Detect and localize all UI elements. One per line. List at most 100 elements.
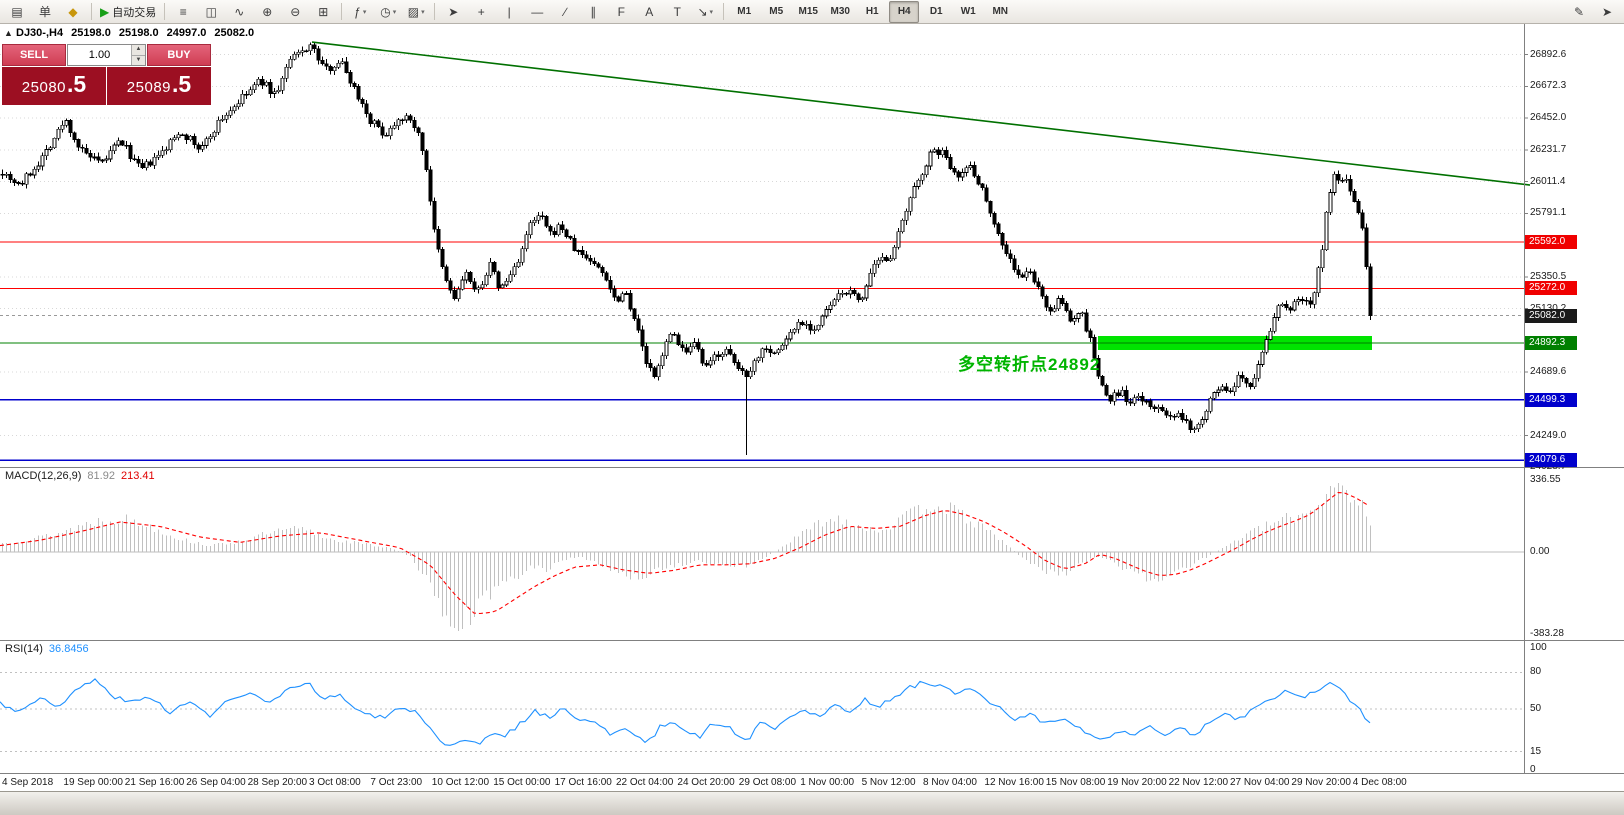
time-axis-label: 3 Oct 08:00 [309,777,361,788]
price-axis-label: 26452.0 [1530,112,1567,124]
time-axis-label: 19 Sep 00:00 [63,777,123,788]
rsi-value: 36.8456 [48,643,89,655]
macd-axis-label: -383.28 [1530,628,1564,640]
autotrading-button[interactable]: ▶ 自动交易 [97,1,159,23]
volume-up-button[interactable]: ▲ [132,45,145,55]
template-icon[interactable]: ▨ ▾ [403,1,429,23]
buy-button[interactable]: BUY [147,44,211,66]
rsi-name: RSI(14) [5,643,43,655]
timeframe-d1[interactable]: D1 [929,6,943,17]
time-axis-label: 24 Oct 20:00 [677,777,735,788]
cursor-icon[interactable]: ➤ [440,1,466,23]
rsi-axis-label: 15 [1530,745,1542,757]
candlestick-chart-icon-glyph: ◫ [205,4,217,19]
symbol-label: DJ30-,H4 [16,27,64,39]
buy-price-main: 25089 [126,79,172,96]
toolbar-separator [341,3,343,20]
edit-icon-glyph: ✎ [1573,4,1585,19]
timeframe-h1[interactable]: H1 [865,6,879,17]
time-axis-label: 28 Sep 20:00 [247,777,308,788]
price-axis-label: 25791.1 [1530,207,1567,219]
fibonacci-icon-glyph: F [617,4,625,19]
price-badge-24499.3: 24499.3 [1525,392,1577,407]
channel-icon-glyph: ∥ [590,4,597,19]
macd-value-signal: 213.41 [120,470,155,482]
time-axis-label: 29 Oct 08:00 [738,777,797,788]
indicators-icon-dropdown[interactable]: ▾ [362,8,367,16]
volume-input[interactable] [68,45,131,65]
autotrading-button-glyph: ▶ [100,4,110,19]
period-icon-dropdown[interactable]: ▾ [392,8,397,16]
line-chart-icon[interactable]: ∿ [226,1,252,23]
profile-icon[interactable]: ◆ [60,1,86,23]
window-bottom-bar [0,791,1624,815]
toolbar: ▤ 单 ◆ ▶ 自动交易 ≡ ◫ ∿ ⊕ ⊖ ⊞ ƒ ▾ ◷ ▾ ▨ ▾ ➤ + | — ∕ ∥ F A T ↘ ▾ M1 M5 M15 M3… [0,0,1624,24]
time-axis-label: 17 Oct 16:00 [554,777,612,788]
rsi-panel-resize-handle[interactable] [0,637,1624,644]
arrows-icon-dropdown[interactable]: ▾ [709,8,714,16]
time-axis-label: 10 Oct 12:00 [431,777,490,788]
time-axis-label: 5 Nov 12:00 [861,777,916,788]
toolbar-separator [723,3,725,20]
toolbar-separator [91,3,92,20]
vertical-line-icon[interactable]: | [496,1,522,23]
timeframe-m5[interactable]: M5 [769,6,784,17]
macd-axis-label: 336.55 [1530,473,1561,485]
time-axis-label: 4 Dec 08:00 [1352,777,1407,788]
time-axis-label: 7 Oct 23:00 [370,777,423,788]
edit-icon[interactable]: ✎ [1566,1,1592,23]
zoom-out-icon[interactable]: ⊖ [282,1,308,23]
timeframe-m15[interactable]: M15 [798,6,818,17]
text-icon[interactable]: A [636,1,662,23]
toolbar-separator [434,3,436,20]
sell-button[interactable]: SELL [2,44,66,66]
horizontal-line-icon-glyph: — [531,4,544,19]
timeframe-h4[interactable]: H4 [889,0,920,23]
line-chart-icon-glyph: ∿ [234,4,245,19]
label-icon[interactable]: T [664,1,690,23]
time-axis-label: 27 Nov 04:00 [1230,777,1290,788]
macd-label: MACD(12,26,9) 81.92 213.41 [5,470,155,482]
price-badge-25082.0: 25082.0 [1525,308,1577,323]
sell-price-main: 25080 [21,79,67,96]
ohlc-open: 25198.0 [71,27,111,39]
rsi-label: RSI(14) 36.8456 [5,643,89,655]
macd-panel-resize-handle[interactable] [0,464,1624,471]
price-axis-label: 25130.2 [1530,303,1566,314]
price-axis-label: 25350.5 [1530,270,1567,282]
fibonacci-icon[interactable]: F [608,1,634,23]
buy-price-button[interactable]: 25089.5 [107,67,211,105]
buy-price-frac: .5 [172,71,192,97]
price-axis-label: 24249.0 [1530,429,1567,441]
trendline-icon[interactable]: ∕ [552,1,578,23]
volume-down-button[interactable]: ▼ [132,54,145,65]
period-icon[interactable]: ◷ ▾ [375,1,401,23]
order-label[interactable]: 单 [32,1,58,23]
timeframe-m30[interactable]: M30 [830,6,850,17]
volume-stepper: ▲ ▼ [67,44,146,66]
timeframe-w1[interactable]: W1 [960,6,976,17]
arrows-icon[interactable]: ↘ ▾ [692,1,718,23]
horizontal-line-icon[interactable]: — [524,1,550,23]
new-order-icon[interactable]: ▤ [4,1,30,23]
price-axis-label: 26011.4 [1530,175,1566,187]
toolbar-separator [164,3,166,20]
zoom-in-icon[interactable]: ⊕ [254,1,280,23]
vertical-line-icon-glyph: | [507,4,511,19]
timeframe-mn[interactable]: MN [992,6,1009,17]
channel-icon[interactable]: ∥ [580,1,606,23]
time-axis-label: 19 Nov 20:00 [1107,777,1167,788]
candlestick-chart-icon[interactable]: ◫ [198,1,224,23]
one-click-collapse-icon[interactable]: ▲ [4,28,13,38]
indicators-icon[interactable]: ƒ ▾ [347,1,373,23]
sell-price-button[interactable]: 25080.5 [2,67,106,105]
rsi-axis-label: 100 [1530,642,1547,653]
timeframe-m1[interactable]: M1 [737,6,752,17]
time-axis-label: 4 Sep 2018 [2,777,54,788]
tile-windows-icon[interactable]: ⊞ [310,1,336,23]
bars-chart-icon[interactable]: ≡ [170,1,196,23]
crosshair-icon[interactable]: + [468,1,494,23]
pointer-icon[interactable]: ➤ [1594,1,1620,23]
template-icon-dropdown[interactable]: ▾ [421,8,425,16]
